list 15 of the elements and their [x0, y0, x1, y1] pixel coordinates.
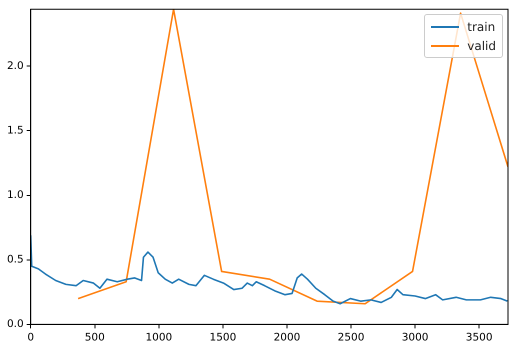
x-tick-label: 1500: [210, 331, 236, 344]
y-tick-label: 1.0: [6, 188, 24, 201]
x-tick-label: 2500: [338, 331, 364, 344]
y-tick-label: 1.5: [6, 124, 24, 136]
x-tick-label: 0: [27, 331, 34, 344]
legend-label: valid: [467, 38, 496, 53]
x-tick-label: 500: [84, 331, 105, 344]
y-tick-label: 0.5: [6, 254, 24, 266]
legend-label: train: [467, 20, 496, 34]
x-tick-label: 3000: [402, 331, 428, 344]
x-tick-label: 3500: [466, 331, 493, 344]
y-tick-label: 2.0: [6, 60, 24, 72]
x-tick-label: 1000: [145, 331, 172, 344]
x-tick-label: 2000: [274, 331, 300, 344]
y-tick-label: 0.0: [6, 318, 24, 330]
